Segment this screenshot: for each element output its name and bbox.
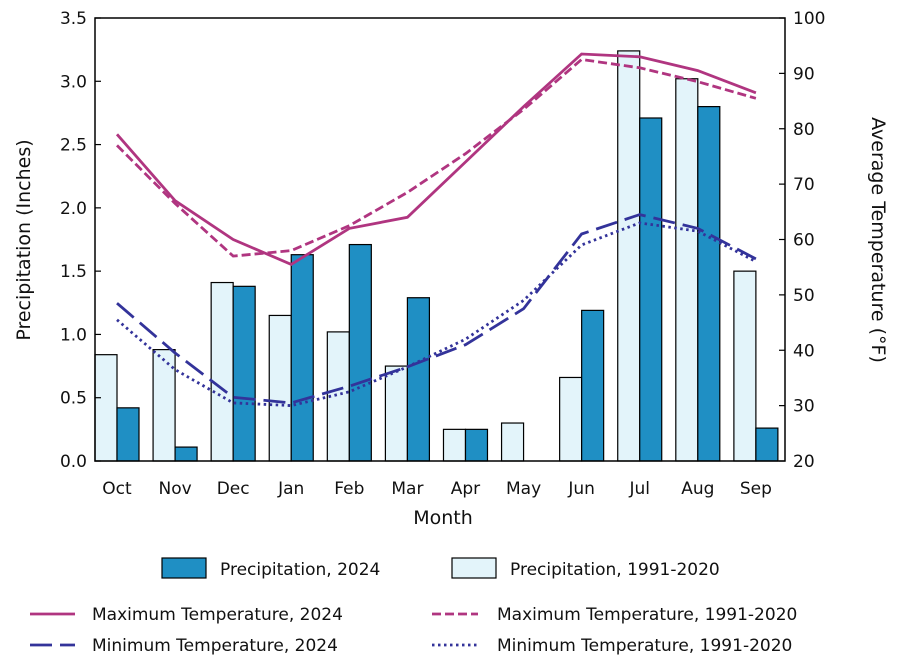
bar (500, 422, 525, 462)
bar (639, 117, 663, 462)
x-tick-label: Sep (740, 479, 772, 499)
right-tick-label: 40 (793, 341, 815, 361)
left-axis-title: Precipitation (Inches) (13, 139, 35, 340)
bar (675, 78, 699, 462)
right-tick-label: 100 (793, 9, 825, 29)
legend-label: Maximum Temperature, 1991-2020 (497, 605, 797, 625)
bar (290, 254, 314, 462)
right-tick-label: 20 (793, 452, 815, 472)
x-tick-label: Oct (102, 479, 132, 499)
x-tick-label: Jul (628, 479, 650, 499)
bar (733, 270, 757, 462)
series-line (116, 58, 757, 258)
left-tick-label: 0.0 (60, 452, 87, 472)
bar (152, 349, 176, 462)
legend-label: Maximum Temperature, 2024 (92, 605, 343, 625)
bar (442, 428, 467, 462)
legend-swatch (161, 557, 207, 579)
left-tick-label: 1.5 (60, 262, 87, 282)
bar (348, 243, 372, 462)
right-tick-label: 60 (793, 231, 815, 251)
bar (617, 50, 641, 462)
bar (94, 354, 118, 462)
series-line (116, 213, 757, 405)
axes: 0.0 0.5 1.0 1.5 2.0 2.5 3.0 3.5 20 30 40 50 60 70 80 90… (60, 9, 826, 499)
x-tick-label: Jun (567, 479, 595, 499)
x-axis-title: Month (413, 507, 473, 529)
left-tick-label: 2.0 (60, 199, 87, 219)
left-tick-label: 2.5 (60, 136, 87, 156)
bar (697, 105, 721, 462)
bar (464, 428, 489, 462)
right-tick-label: 80 (793, 120, 815, 140)
x-tick-label: Feb (334, 479, 364, 499)
bar (268, 314, 292, 462)
x-tick-label: Jan (277, 479, 304, 499)
bar (232, 285, 256, 462)
legend: Precipitation, 2024 Precipitation, 1991-2… (30, 557, 797, 656)
bar (174, 446, 198, 462)
legend-label: Precipitation, 2024 (220, 560, 380, 580)
x-tick-label: Mar (391, 479, 423, 499)
bar (384, 365, 409, 462)
bar (755, 427, 779, 462)
x-tick-label: Dec (217, 479, 250, 499)
series-line (116, 221, 757, 408)
legend-swatch (451, 557, 497, 579)
line-layer (115, 52, 757, 408)
bar (116, 407, 140, 462)
left-tick-label: 0.5 (60, 389, 87, 409)
bar (559, 376, 583, 462)
x-tick-label: Nov (158, 479, 191, 499)
right-axis-title: Average Temperature (°F) (867, 117, 889, 363)
bar (406, 297, 431, 462)
bar-layer (94, 50, 779, 462)
legend-label: Minimum Temperature, 1991-2020 (497, 636, 792, 656)
x-tick-label: May (506, 479, 541, 499)
legend-label: Precipitation, 1991-2020 (510, 560, 720, 580)
left-tick-label: 3.0 (60, 72, 87, 92)
right-tick-label: 90 (793, 64, 815, 84)
left-tick-label: 3.5 (60, 9, 87, 29)
series-line (115, 52, 757, 266)
legend-label: Minimum Temperature, 2024 (92, 636, 338, 656)
bar (581, 309, 605, 462)
bar (210, 281, 234, 462)
right-tick-label: 50 (793, 286, 815, 306)
right-tick-label: 70 (793, 175, 815, 195)
x-tick-label: Aug (681, 479, 714, 499)
left-tick-label: 1.0 (60, 325, 87, 345)
right-tick-label: 30 (793, 397, 815, 417)
x-tick-label: Apr (451, 479, 480, 499)
